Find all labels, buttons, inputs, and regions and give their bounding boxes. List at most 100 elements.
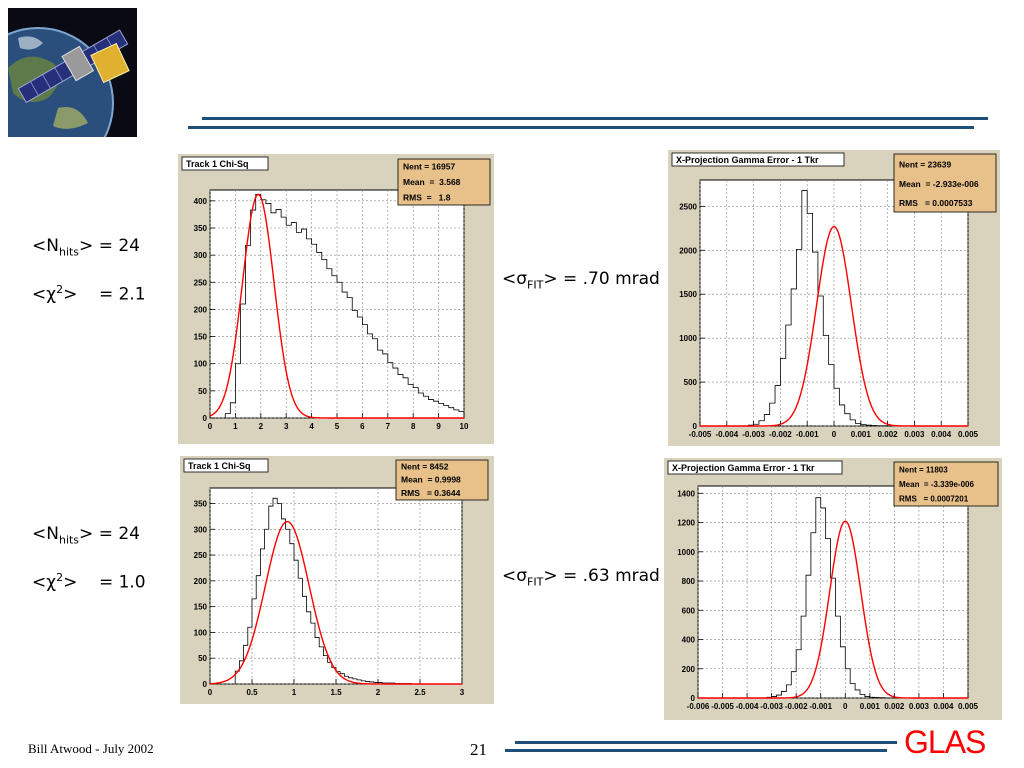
bottom-chi2-label: <χ2> = 1.0 [32, 571, 146, 593]
x-tick-label: -0.001 [809, 702, 832, 711]
y-tick-label: 600 [682, 606, 696, 615]
x-tick-label: 0.005 [958, 430, 979, 439]
y-tick-label: 0 [203, 680, 208, 689]
fit-curve [209, 520, 462, 685]
x-tick-label: 0.002 [884, 702, 905, 711]
stats-line: Nent = 23639 [899, 160, 951, 170]
stats-line: RMS = 1.8 [403, 192, 451, 202]
stats-line: RMS = 0.0007533 [899, 198, 973, 208]
chart-panel-chi2: 0 0.5 1 1.5 2 2.5 3 0 50 100 150 200 250 300 350 Track … [180, 456, 494, 704]
y-tick-label: 50 [198, 387, 207, 396]
y-tick-label: 350 [194, 499, 208, 508]
y-tick-label: 2500 [679, 202, 697, 211]
y-tick-label: 0 [203, 414, 208, 423]
y-tick-label: 300 [194, 525, 208, 534]
top-chi2-label: <χ2> = 2.1 [32, 283, 146, 305]
stats-box [893, 461, 999, 507]
x-tick-label: 0.5 [246, 688, 258, 697]
y-tick-label: 0 [691, 694, 696, 703]
chart-title: Track 1 Chi-Sq [186, 159, 249, 169]
x-tick-label: 0.003 [904, 430, 925, 439]
stats-box [397, 158, 491, 206]
x-tick-label: 0.001 [851, 430, 872, 439]
bottom-nhits-label: <Nhits> = 24 [32, 524, 140, 547]
fit-curve [698, 520, 968, 699]
stats-line: Mean = -2.933e-006 [899, 179, 979, 189]
top-nhits-label: <Nhits> = 24 [32, 236, 140, 259]
chart-title: Track 1 Chi-Sq [188, 461, 251, 471]
y-tick-label: 400 [194, 197, 208, 206]
x-tick-label: 3 [284, 422, 289, 431]
chart-title-box [181, 156, 269, 171]
x-tick-label: -0.003 [760, 702, 783, 711]
x-tick-label: 0 [208, 688, 213, 697]
bottom-sigma-label: <σFIT> = .63 mrad [502, 566, 660, 589]
x-tick-label: -0.004 [715, 430, 738, 439]
stats-line: RMS = 0.3644 [401, 488, 461, 498]
x-tick-label: 9 [436, 422, 441, 431]
y-tick-label: 2000 [679, 246, 697, 255]
chi-sq-chart-top: 0 1 2 3 4 5 6 7 8 9 10050100150200250300350400Trac… [181, 156, 491, 431]
footer-rule-top [515, 741, 897, 744]
x-tick-label: 1 [233, 422, 238, 431]
x-tick-label: -0.003 [742, 430, 765, 439]
x-tick-label: -0.006 [687, 702, 710, 711]
y-tick-label: 1000 [679, 334, 697, 343]
header-rule-top [202, 117, 988, 120]
x-tick-label: 3 [460, 688, 465, 697]
x-tick-label: 0.004 [931, 430, 952, 439]
y-tick-label: 1400 [677, 489, 695, 498]
x-tick-label: -0.002 [785, 702, 808, 711]
y-tick-label: 0 [693, 422, 698, 431]
projection-error-chart-top: -0.005 -0.004 -0.003 -0.002 -0.001 0 0.001 0.00… [671, 152, 997, 439]
x-tick-label: -0.004 [736, 702, 759, 711]
histogram-series [224, 193, 465, 418]
stats-line: Mean = 0.9998 [401, 475, 461, 485]
chart-panel-chi1: 0 1 2 3 4 5 6 7 8 9 10 0 50 100 150 200 250 300 350 400 Trac… [178, 154, 494, 444]
y-tick-label: 1200 [677, 519, 695, 528]
y-tick-label: 400 [682, 636, 696, 645]
x-tick-label: 6 [360, 422, 365, 431]
x-tick-label: -0.002 [769, 430, 792, 439]
plot-area [697, 485, 969, 699]
x-tick-label: 0 [843, 702, 848, 711]
x-tick-label: 0.002 [878, 430, 899, 439]
y-tick-label: 1000 [677, 548, 695, 557]
fit-curve [209, 193, 464, 419]
y-tick-label: 500 [684, 378, 698, 387]
y-tick-label: 200 [194, 305, 208, 314]
chart-title-box [667, 460, 843, 475]
chart-title: X-Projection Gamma Error - 1 Tkr [676, 155, 819, 165]
x-tick-label: 2 [376, 688, 381, 697]
x-tick-label: -0.005 [711, 702, 734, 711]
x-tick-label: 0 [832, 430, 837, 439]
stats-line: Nent = 8452 [401, 461, 449, 471]
stats-line: RMS = 0.0007201 [899, 495, 969, 504]
histogram-series [766, 497, 924, 699]
x-tick-label: -0.005 [689, 430, 712, 439]
histogram-series [234, 497, 412, 684]
y-tick-label: 200 [682, 665, 696, 674]
chart-panel-proj1: -0.005 -0.004 -0.003 -0.002 -0.001 0 0.001 0.00… [668, 150, 1000, 446]
x-tick-label: 0.004 [933, 702, 954, 711]
x-tick-label: 5 [335, 422, 340, 431]
y-tick-label: 1500 [679, 290, 697, 299]
y-tick-label: 100 [194, 360, 208, 369]
x-tick-label: 1.5 [330, 688, 342, 697]
y-tick-label: 200 [194, 577, 208, 586]
y-tick-label: 50 [198, 654, 207, 663]
y-tick-label: 300 [194, 251, 208, 260]
y-tick-label: 250 [194, 278, 208, 287]
y-tick-label: 350 [194, 224, 208, 233]
y-tick-label: 100 [194, 628, 208, 637]
stats-line: Nent = 11803 [899, 465, 948, 474]
page-number: 21 [470, 740, 487, 759]
y-tick-label: 150 [194, 333, 208, 342]
x-tick-label: 0 [208, 422, 213, 431]
fit-curve [700, 225, 968, 427]
x-tick-label: 0.005 [958, 702, 979, 711]
x-tick-label: 4 [309, 422, 314, 431]
x-tick-label: 0.001 [860, 702, 881, 711]
satellite-logo [0, 8, 137, 179]
stats-line: Mean = 3.568 [403, 177, 461, 187]
